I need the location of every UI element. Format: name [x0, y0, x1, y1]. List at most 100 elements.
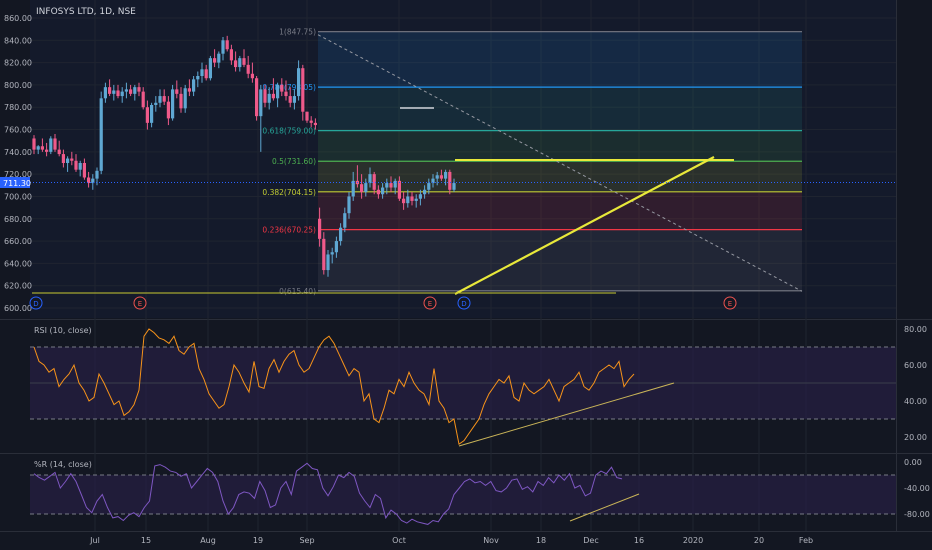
rsi-title: RSI (10, close): [34, 326, 92, 335]
candle: [221, 36, 225, 61]
candle-body: [423, 189, 427, 195]
uptrend-line: [454, 156, 715, 295]
candle-body: [292, 96, 296, 103]
fib-level-label: 0.5(731.60): [272, 157, 316, 166]
candle-body: [393, 180, 397, 188]
candle: [183, 84, 187, 113]
candle: [154, 96, 158, 112]
candle: [297, 60, 301, 101]
event-marker-circle: [423, 296, 437, 310]
candle-body: [213, 58, 217, 63]
fib-level-label: 0(615.40): [279, 287, 316, 296]
candle: [162, 89, 166, 105]
wr-band: [30, 475, 896, 514]
candle-body: [406, 196, 410, 204]
candle-body: [372, 174, 376, 190]
candle-body: [141, 91, 145, 108]
last-price-label: 711.30: [3, 179, 31, 188]
candle: [389, 176, 393, 192]
candle: [192, 76, 196, 97]
candle-body: [313, 122, 317, 126]
candle-body: [385, 183, 389, 188]
date-tick-label: Nov: [483, 536, 499, 545]
candle: [108, 79, 112, 97]
candle-body: [171, 89, 175, 119]
candle: [376, 185, 380, 199]
candle-body: [112, 90, 116, 94]
date-tick-label: Feb: [799, 536, 813, 545]
candle-body: [368, 174, 372, 184]
candle: [431, 174, 435, 188]
candle-body: [364, 183, 368, 192]
candle-body: [242, 58, 246, 65]
event-marker-circle: [29, 296, 43, 310]
event-marker-circle: [133, 296, 147, 310]
fib-zone: [318, 31, 802, 88]
candle-body: [238, 58, 242, 68]
candle: [171, 84, 175, 121]
candle-body: [225, 40, 229, 50]
candle: [343, 207, 347, 233]
price-tick-label: 820.00: [4, 59, 32, 68]
price-tick-label: 720.00: [4, 170, 32, 179]
date-tick-label: 20: [754, 536, 764, 545]
candle: [372, 171, 376, 195]
downtrend-line: [317, 34, 803, 292]
candle-body: [179, 93, 183, 109]
candle: [263, 84, 267, 108]
candle: [452, 178, 456, 192]
event-marker-dividend: D: [29, 296, 43, 310]
candle: [204, 64, 208, 81]
candle: [267, 87, 271, 110]
candle: [259, 84, 263, 152]
candle-body: [246, 64, 250, 74]
candle: [414, 194, 418, 208]
candle-body: [389, 183, 393, 188]
event-marker-letter: D: [33, 300, 38, 308]
candle: [309, 116, 313, 128]
candle-body: [439, 175, 443, 179]
candle: [402, 192, 406, 210]
candle: [40, 138, 44, 152]
candle-body: [183, 88, 187, 109]
candle-body: [402, 198, 406, 204]
candle: [334, 236, 338, 258]
candle-body: [108, 87, 112, 94]
candle-body: [284, 91, 288, 97]
candle: [330, 247, 334, 264]
candle-body: [116, 90, 120, 97]
candle: [448, 169, 452, 195]
fibonacci-retracement[interactable]: 1(847.75) 0.786(798.05) 0.618(759.00) 0.5(7…: [262, 28, 802, 296]
candle: [301, 64, 305, 121]
candle-body: [53, 138, 57, 150]
wr-tick-label: -40.00: [904, 484, 930, 493]
candle: [385, 178, 389, 195]
williams-r-pane[interactable]: [30, 462, 896, 525]
candle: [53, 134, 57, 152]
candle: [213, 49, 217, 68]
candle: [423, 185, 427, 199]
rsi-pane[interactable]: [30, 328, 896, 447]
wr-trendline: [569, 493, 640, 522]
candle-body: [175, 89, 179, 94]
candle: [91, 174, 95, 190]
candle: [360, 174, 364, 199]
candle-body: [334, 241, 338, 253]
candle-body: [444, 171, 448, 179]
candle: [393, 178, 397, 195]
candle: [82, 158, 86, 180]
wr-tick-label: -80.00: [904, 510, 930, 519]
candle-body: [410, 196, 414, 201]
candle-body: [217, 53, 221, 63]
candle: [234, 51, 238, 72]
candle: [250, 62, 254, 83]
candle: [217, 51, 221, 69]
candle: [124, 82, 128, 99]
candle-body: [431, 178, 435, 184]
candle-body: [318, 218, 322, 239]
candle-body: [91, 178, 95, 184]
candle-body: [435, 175, 439, 179]
candle-body: [187, 88, 191, 92]
